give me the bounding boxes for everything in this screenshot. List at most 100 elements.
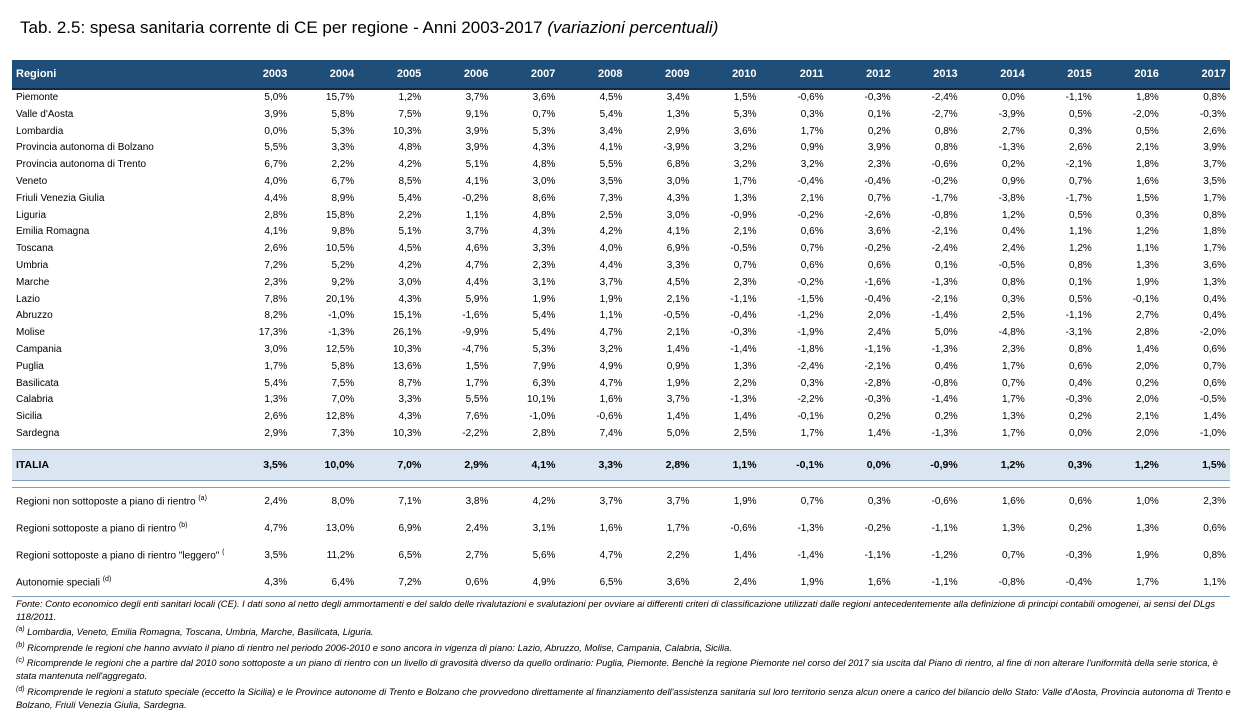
cell-value: -1,7% — [931, 192, 958, 204]
cell-value: 5,3% — [532, 125, 556, 137]
group-value: -0,6% — [894, 486, 962, 515]
cell-value: 4,6% — [465, 243, 489, 255]
cell-value: 4,4% — [465, 276, 489, 288]
cell-value: 1,3% — [733, 360, 757, 372]
cell-value: 7,2% — [264, 259, 288, 271]
cell-value: 0,7% — [1001, 377, 1025, 389]
cell-value: 2,8% — [532, 427, 556, 439]
cell-value: 2,1% — [733, 226, 757, 238]
cell-value: -0,6% — [596, 411, 623, 423]
cell-value: 5,5% — [465, 394, 489, 406]
cell-value: 2,3% — [264, 276, 288, 288]
cell-value: 1,4% — [666, 343, 690, 355]
cell-value: 7,4% — [599, 427, 623, 439]
cell-value: 4,1% — [465, 175, 489, 187]
cell-value: 0,5% — [1068, 209, 1092, 221]
cell-value: -1,1% — [1065, 310, 1092, 322]
cell-value: 8,7% — [398, 377, 422, 389]
cell-value: 1,1% — [599, 310, 623, 322]
cell-value: -1,3% — [328, 327, 355, 339]
region-name: Molise — [16, 327, 45, 339]
cell-value: 2,6% — [264, 411, 288, 423]
group-value: 2,4% — [693, 568, 761, 597]
cell-value: -0,3% — [864, 394, 891, 406]
cell-value: -1,4% — [730, 343, 757, 355]
cell-value: -2,2% — [462, 427, 489, 439]
table-row: Sardegna 2,9% 7,3% 10,3% -2,2% 2,8% 7,4% 5,0% 2,… — [12, 426, 1230, 443]
italia-row: ITALIA 3,5% 10,0% 7,0% 2,9% 4,1% 3,3% 2,8% 1,1% -… — [12, 448, 1230, 481]
table-row: Liguria 2,8% 15,8% 2,2% 1,1% 4,8% 2,5% 3,0% -0,9… — [12, 208, 1230, 225]
column-header-year: 2012 — [827, 60, 895, 90]
cell-value: 2,7% — [1001, 125, 1025, 137]
cell-value: -1,1% — [1065, 92, 1092, 103]
cell-value: 7,5% — [331, 377, 355, 389]
cell-value: 3,2% — [800, 159, 824, 171]
table-row: Lombardia 0,0% 5,3% 10,3% 3,9% 5,3% 3,4% 2,9% 3,… — [12, 124, 1230, 141]
cell-value: 1,6% — [1136, 175, 1159, 187]
cell-value: 2,1% — [666, 327, 690, 339]
region-name: Puglia — [16, 360, 44, 372]
cell-value: 4,2% — [599, 226, 623, 238]
cell-value: 1,3% — [733, 192, 757, 204]
group-label-text: Regioni non sottoposte a piano di rientr… — [16, 496, 199, 508]
group-value: 2,4% — [465, 522, 489, 534]
footnote: (c) Ricomprende le regioni che a partire… — [16, 654, 1231, 683]
cell-value: 4,7% — [599, 377, 623, 389]
table-row: Basilicata 5,4% 7,5% 8,7% 1,7% 6,3% 4,7% 1,9% 2,… — [12, 376, 1230, 393]
cell-value: 4,7% — [465, 259, 489, 271]
italia-value: -0,1% — [760, 448, 828, 481]
cell-value: -0,6% — [797, 92, 824, 103]
group-value: -1,1% — [894, 568, 962, 597]
table-row: Toscana 2,6% 10,5% 4,5% 4,6% 3,3% 4,0% 6,9% -0,5… — [12, 241, 1230, 258]
cell-value: 0,6% — [1068, 360, 1092, 372]
cell-value: 4,0% — [599, 243, 623, 255]
cell-value: 0,3% — [1068, 125, 1092, 137]
cell-value: 3,9% — [867, 142, 891, 154]
group-row: Autonomie speciali (d) 4,3% 6,4% 7,2% 0,6% 4,… — [12, 568, 1230, 597]
cell-value: 1,1% — [465, 209, 489, 221]
footnote: (a) Lombardia, Veneto, Emilia Romagna, T… — [16, 623, 1231, 638]
cell-value: 3,6% — [1203, 259, 1226, 271]
cell-value: 2,1% — [800, 192, 824, 204]
cell-value: 1,2% — [1001, 209, 1025, 221]
cell-value: 0,7% — [733, 259, 757, 271]
italia-value: 1,2% — [1095, 448, 1163, 481]
cell-value: 0,8% — [1203, 209, 1226, 221]
cell-value: 3,0% — [532, 175, 556, 187]
cell-value: -0,2% — [797, 276, 824, 288]
group-value: 7,2% — [358, 568, 426, 597]
cell-value: -2,1% — [864, 360, 891, 372]
group-value: 0,8% — [1203, 549, 1226, 561]
region-name: Piemonte — [16, 92, 59, 103]
column-header-year: 2007 — [492, 60, 560, 90]
table-row: Abruzzo 8,2% -1,0% 15,1% -1,6% 5,4% 1,1% -0,5% -… — [12, 308, 1230, 325]
table-row: Friuli Venezia Giulia 4,4% 8,9% 5,4% -0,2% 8,… — [12, 191, 1230, 208]
italia-value: 3,3% — [559, 448, 627, 481]
italia-section: ITALIA 3,5% 10,0% 7,0% 2,9% 4,1% 3,3% 2,8% 1,1% -… — [12, 443, 1230, 488]
cell-value: -2,7% — [931, 108, 958, 120]
footnote-marker: (a) — [16, 626, 25, 634]
cell-value: 2,4% — [1001, 243, 1025, 255]
group-value: -0,8% — [961, 568, 1029, 597]
footnote: (b) Ricomprende le regioni che hanno avv… — [16, 639, 1231, 654]
italia-value: 1,1% — [693, 448, 761, 481]
footnote-marker: (c) — [16, 657, 25, 665]
cell-value: 1,2% — [398, 92, 422, 103]
cell-value: -0,5% — [730, 243, 757, 255]
group-value: 3,6% — [626, 568, 694, 597]
cell-value: 3,0% — [666, 209, 690, 221]
cell-value: 2,9% — [666, 125, 690, 137]
group-value: 1,9% — [760, 568, 828, 597]
cell-value: -1,0% — [328, 310, 355, 322]
cell-value: -3,9% — [663, 142, 690, 154]
table-body: Piemonte 5,0% 15,7% 1,2% 3,7% 3,6% 4,5% 3,4% 1,5… — [12, 89, 1230, 443]
group-value: 3,7% — [559, 486, 627, 515]
spacer-row — [12, 480, 1230, 487]
column-header-regioni: Regioni — [12, 60, 225, 90]
region-name: Friuli Venezia Giulia — [16, 192, 105, 204]
cell-value: 2,0% — [1136, 360, 1159, 372]
cell-value: 0,6% — [867, 259, 891, 271]
italia-value: 2,9% — [425, 448, 493, 481]
cell-value: 7,6% — [465, 411, 489, 423]
cell-value: 4,3% — [532, 142, 556, 154]
